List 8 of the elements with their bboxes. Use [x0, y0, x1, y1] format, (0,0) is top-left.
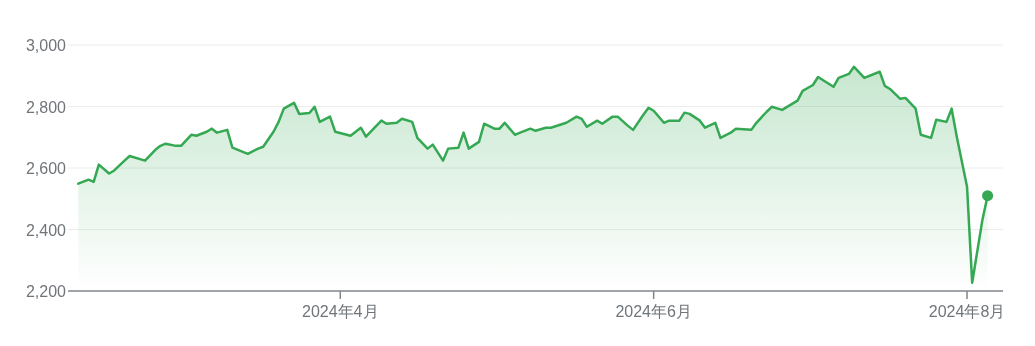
- y-tick-label: 3,000: [25, 37, 67, 54]
- x-tick-label: 2024年8月: [928, 303, 1006, 320]
- y-tick-label: 2,400: [25, 221, 67, 239]
- y-tick-label: 2,600: [25, 160, 67, 177]
- x-tick-label: 2024年6月: [615, 303, 692, 320]
- y-tick-label: 2,800: [25, 98, 67, 116]
- y-tick-label: 2,200: [25, 283, 67, 300]
- x-tick-label: 2024年4月: [302, 303, 379, 320]
